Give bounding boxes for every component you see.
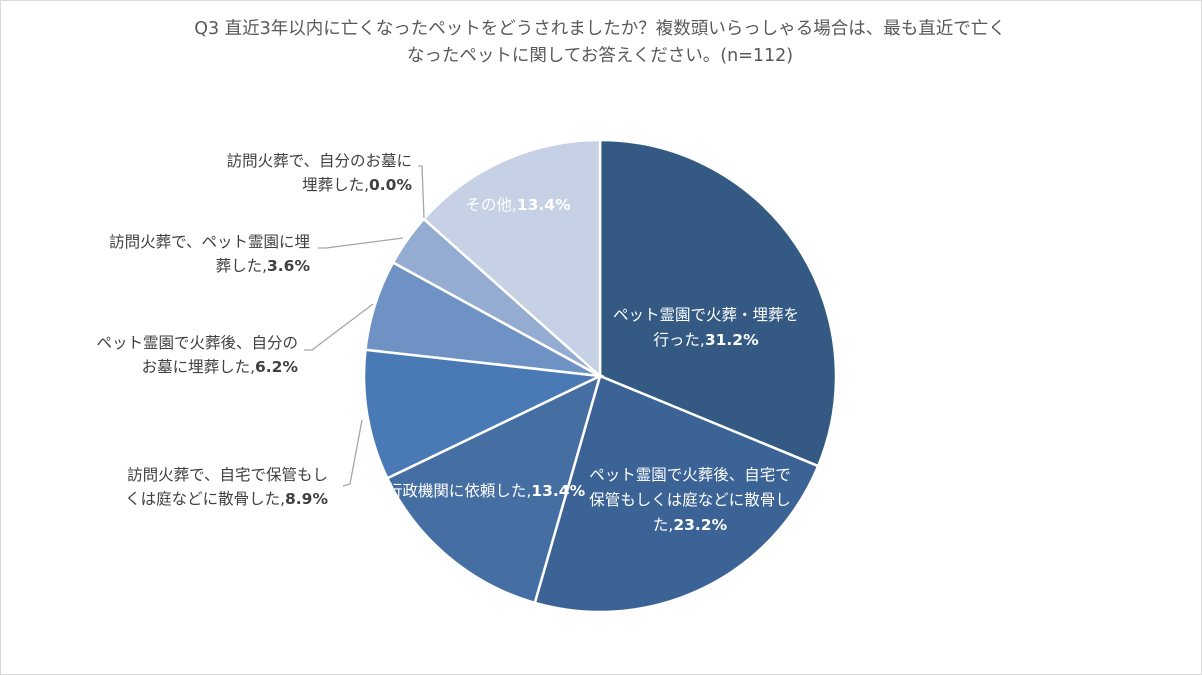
- slice-label-6: 訪問火葬で、ペット霊園に埋葬した,3.6%: [109, 233, 310, 275]
- slice-label-2: ペット霊園で火葬後、自宅で保管もしくは庭などに散骨した,23.2%: [589, 466, 791, 534]
- slice-value-1: 31.2%: [705, 331, 759, 349]
- pie-slice-3: [385, 373, 602, 605]
- slice-value-4: 8.9%: [285, 490, 328, 508]
- leader-line-6: [318, 237, 404, 249]
- slice-label-5: ペット霊園で火葬後、自分のお墓に埋葬した,6.2%: [96, 334, 298, 376]
- slice-value-3: 13.4%: [531, 482, 585, 500]
- chart-title-line-2: なったペットに関してお答えください。(n=112): [406, 46, 794, 66]
- pie-slice-1: [598, 138, 838, 468]
- slice-label-8: その他,13.4%: [465, 196, 571, 214]
- slice-label-4: 訪問火葬で、自宅で保管もしくは庭などに散骨した,8.9%: [125, 466, 328, 508]
- slice-value-5: 6.2%: [255, 358, 298, 376]
- pie-slice-2: [533, 374, 820, 614]
- leader-line-7: [418, 165, 425, 219]
- leader-line-5: [304, 303, 374, 351]
- chart-title: Q3 直近3年以内に亡くなったペットをどうされましたか？複数頭いらっしゃる場合は…: [100, 16, 1100, 70]
- slice-value-8: 13.4%: [517, 196, 571, 214]
- slice-label-1: ペット霊園で火葬・埋葬を行った,31.2%: [613, 306, 799, 349]
- slice-value-2: 23.2%: [673, 516, 727, 534]
- leader-line-4: [342, 419, 363, 487]
- slice-label-3: 行政機関に依頼した,13.4%: [387, 482, 586, 500]
- slice-label-7: 訪問火葬で、自分のお墓に埋葬した,0.0%: [227, 152, 413, 194]
- slice-value-7: 0.0%: [369, 176, 412, 194]
- chart-title-line-1: Q3 直近3年以内に亡くなったペットをどうされましたか？複数頭いらっしゃる場合は…: [194, 19, 1006, 39]
- pie-slice-4: [362, 348, 605, 480]
- pie-slice-8: [422, 138, 602, 379]
- slice-value-6: 3.6%: [267, 257, 310, 275]
